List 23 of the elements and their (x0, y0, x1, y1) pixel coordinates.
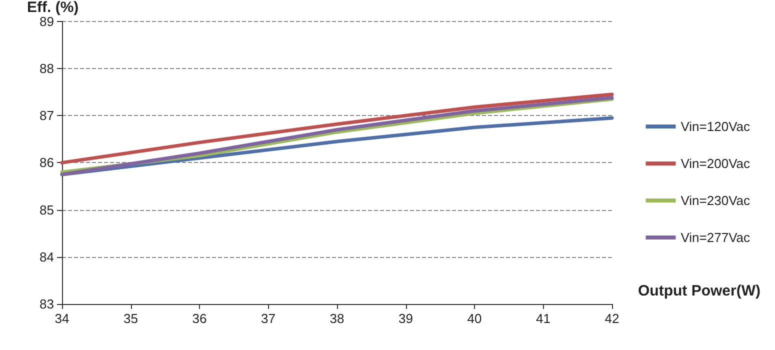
x-tick-label: 35 (124, 311, 138, 326)
legend-label: Vin=200Vac (680, 156, 750, 171)
line-series (60, 92, 614, 164)
x-axis-title: Output Power(W) (638, 282, 760, 300)
y-tick-label: 89 (40, 14, 54, 29)
x-tick-label: 40 (467, 311, 482, 326)
x-tick-label: 39 (398, 311, 413, 326)
y-axis-title: Eff. (%) (27, 0, 79, 16)
y-tick-label: 88 (40, 61, 54, 76)
y-tick-label: 87 (40, 108, 54, 124)
legend-label: Vin=230Vac (680, 193, 750, 208)
y-tick-label: 85 (40, 202, 54, 218)
x-tick-label: 41 (536, 311, 550, 326)
x-tick-label: 34 (54, 311, 70, 326)
legend-label: Vin=120Vac (680, 119, 750, 134)
y-tick-label: 84 (40, 249, 54, 264)
legend-label: Vin=277Vac (680, 230, 750, 245)
x-tick-label: 38 (330, 311, 344, 326)
y-tick-label: 86 (40, 155, 54, 170)
x-tick-label: 42 (604, 311, 620, 326)
x-tick-label: 37 (261, 311, 276, 326)
y-tick-label: 83 (40, 296, 54, 312)
x-tick-label: 36 (192, 311, 207, 326)
